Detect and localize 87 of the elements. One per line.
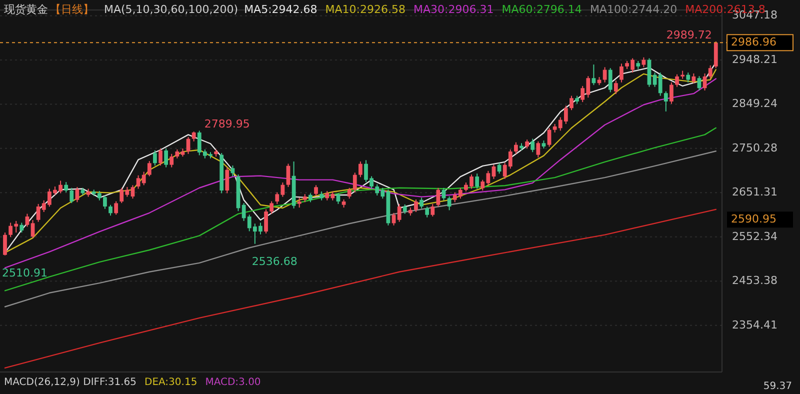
candlestick bbox=[75, 186, 80, 203]
annotation: 2989.72 bbox=[666, 28, 712, 42]
candlestick bbox=[492, 164, 496, 180]
y-tick-label: 2849.24 bbox=[732, 97, 778, 110]
candlestick bbox=[425, 206, 430, 218]
candlestick bbox=[3, 232, 7, 256]
candlestick bbox=[314, 184, 318, 196]
candlestick bbox=[430, 203, 435, 217]
candlestick bbox=[514, 142, 518, 154]
candlestick bbox=[570, 95, 574, 111]
y-tick-label: 2651.31 bbox=[732, 186, 778, 199]
candlestick bbox=[620, 63, 624, 83]
candlestick bbox=[264, 208, 268, 234]
line-series bbox=[4, 150, 716, 308]
text: DEA:30.15 bbox=[144, 377, 198, 388]
text: MA5:2942.68 bbox=[244, 3, 318, 16]
candlestick bbox=[158, 148, 162, 166]
candlestick bbox=[536, 140, 540, 158]
candlestick bbox=[530, 138, 535, 153]
ref-line-label: 2986.96 bbox=[731, 36, 776, 49]
candlestick bbox=[164, 148, 168, 168]
line-series bbox=[4, 208, 716, 369]
annotation: 2536.68 bbox=[252, 254, 298, 268]
candlestick bbox=[136, 174, 140, 190]
candlestick bbox=[25, 213, 30, 228]
chart-subtitle: 【日线】 bbox=[50, 3, 94, 16]
candlestick bbox=[108, 204, 112, 216]
text: 2590.95 bbox=[731, 212, 776, 226]
candlestick bbox=[352, 172, 357, 193]
candlestick bbox=[114, 200, 118, 216]
candlestick bbox=[147, 160, 152, 177]
y-tick-label: 2750.28 bbox=[732, 141, 778, 154]
candlestick bbox=[64, 182, 68, 193]
candlestick bbox=[675, 74, 679, 88]
candlestick bbox=[608, 68, 612, 93]
chart-title: 现货黄金 bbox=[4, 3, 48, 16]
text: MACD:3.00 bbox=[205, 377, 261, 388]
candlestick bbox=[192, 131, 196, 142]
candlestick bbox=[297, 197, 302, 208]
candlestick bbox=[475, 173, 480, 190]
candlestick bbox=[402, 204, 407, 214]
candlestick bbox=[270, 200, 274, 214]
candlestick bbox=[70, 187, 74, 204]
candlestick bbox=[225, 166, 230, 194]
candlestick bbox=[658, 72, 662, 96]
candlestick bbox=[142, 171, 146, 186]
y-tick-label: 2552.34 bbox=[732, 230, 778, 243]
text: MA100:2744.20 bbox=[590, 3, 678, 16]
text: MA30:2906.31 bbox=[414, 3, 494, 16]
candlestick bbox=[358, 161, 362, 178]
candlestick bbox=[708, 64, 712, 80]
annotation: 2789.95 bbox=[204, 118, 250, 131]
candlestick bbox=[20, 222, 24, 234]
y-tick-label: 2948.21 bbox=[732, 52, 778, 66]
text: MA60:2796.14 bbox=[502, 3, 582, 16]
candlestick bbox=[547, 127, 552, 148]
candlestick bbox=[614, 80, 618, 95]
line-series bbox=[4, 127, 716, 292]
candlestick bbox=[447, 196, 452, 211]
candlestick bbox=[30, 220, 35, 238]
candlestick bbox=[153, 150, 157, 166]
candlestick bbox=[664, 90, 668, 112]
candlestick bbox=[642, 56, 646, 68]
text: MACD(26,12,9) DIFF:31.65 bbox=[4, 377, 136, 388]
candlestick bbox=[130, 184, 135, 200]
candlestick bbox=[697, 76, 702, 91]
candlestick bbox=[714, 40, 718, 69]
candlestick bbox=[692, 72, 696, 84]
candlestick bbox=[436, 187, 440, 208]
text: 59.37 bbox=[763, 381, 792, 392]
y-tick-label: 2453.38 bbox=[732, 274, 778, 288]
annotation: 2510.91 bbox=[2, 266, 48, 280]
candlestick bbox=[670, 82, 674, 104]
candlestick bbox=[592, 64, 596, 86]
candlestick bbox=[230, 165, 235, 177]
text: MA10:2926.58 bbox=[325, 3, 406, 16]
legend-title: MA(5,10,30,60,100,200) bbox=[104, 3, 238, 16]
y-tick-label: 2354.41 bbox=[732, 318, 778, 332]
candlestick bbox=[686, 72, 690, 83]
candlestick bbox=[286, 163, 290, 188]
candlestick bbox=[420, 197, 424, 209]
candlestick bbox=[347, 187, 352, 200]
candlestick bbox=[170, 153, 174, 168]
candlestick bbox=[652, 72, 657, 88]
candlestick bbox=[397, 203, 402, 222]
candlestick bbox=[414, 198, 418, 213]
candlestick bbox=[602, 66, 607, 83]
